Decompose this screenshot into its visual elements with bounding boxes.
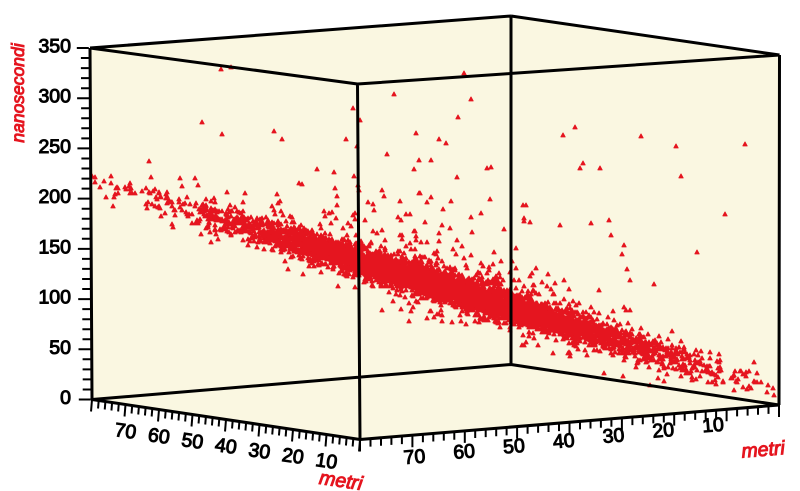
svg-text:metri: metri bbox=[741, 437, 787, 463]
svg-text:60: 60 bbox=[452, 440, 476, 464]
svg-text:300: 300 bbox=[38, 86, 71, 108]
svg-text:70: 70 bbox=[113, 419, 138, 444]
svg-text:350: 350 bbox=[38, 36, 71, 58]
svg-text:100: 100 bbox=[38, 287, 71, 309]
svg-text:20: 20 bbox=[652, 419, 676, 443]
svg-text:50: 50 bbox=[180, 429, 205, 454]
svg-text:40: 40 bbox=[552, 430, 576, 454]
svg-text:250: 250 bbox=[38, 136, 71, 158]
svg-text:nanosecondi: nanosecondi bbox=[8, 42, 28, 142]
svg-text:10: 10 bbox=[314, 449, 339, 474]
svg-text:30: 30 bbox=[247, 439, 272, 464]
svg-text:0: 0 bbox=[60, 387, 71, 409]
svg-text:200: 200 bbox=[38, 186, 71, 208]
svg-text:10: 10 bbox=[701, 414, 725, 438]
svg-text:70: 70 bbox=[403, 445, 427, 469]
svg-text:50: 50 bbox=[502, 435, 526, 459]
svg-text:30: 30 bbox=[602, 424, 626, 448]
svg-text:150: 150 bbox=[38, 236, 71, 258]
svg-text:60: 60 bbox=[146, 424, 171, 449]
svg-text:20: 20 bbox=[280, 444, 305, 469]
svg-text:40: 40 bbox=[213, 434, 238, 459]
svg-text:50: 50 bbox=[49, 337, 71, 359]
